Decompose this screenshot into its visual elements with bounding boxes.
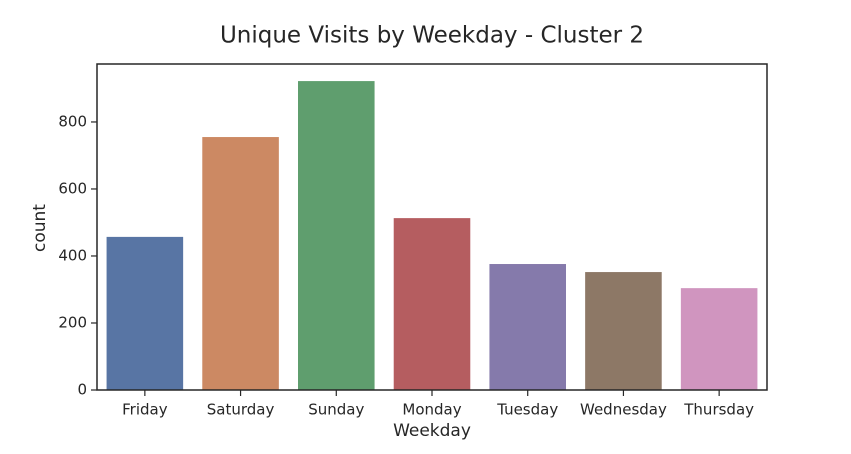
x-axis-label: Weekday <box>393 421 471 441</box>
y-tick-label: 200 <box>58 313 87 331</box>
chart-title: Unique Visits by Weekday - Cluster 2 <box>220 23 644 49</box>
x-tick-label: Monday <box>402 401 461 419</box>
y-axis-label: count <box>30 204 50 252</box>
plot-frame <box>96 63 768 391</box>
bar <box>106 236 184 390</box>
y-tick-label: 600 <box>58 179 87 197</box>
x-tick-label: Saturday <box>207 401 275 419</box>
bar <box>489 264 566 390</box>
bar <box>202 137 279 390</box>
x-tick-label: Thursday <box>683 401 754 419</box>
bar <box>585 272 662 390</box>
x-tick-label: Friday <box>122 401 168 419</box>
x-tick-label: Wednesday <box>580 401 667 419</box>
x-tick-label: Tuesday <box>496 401 558 419</box>
bar <box>298 81 375 391</box>
y-tick-label: 400 <box>58 246 87 264</box>
x-tick-label: Sunday <box>308 401 364 419</box>
y-tick-label: 800 <box>58 112 87 130</box>
bar <box>393 218 471 390</box>
y-tick-label: 0 <box>77 381 87 399</box>
bar <box>680 288 758 390</box>
